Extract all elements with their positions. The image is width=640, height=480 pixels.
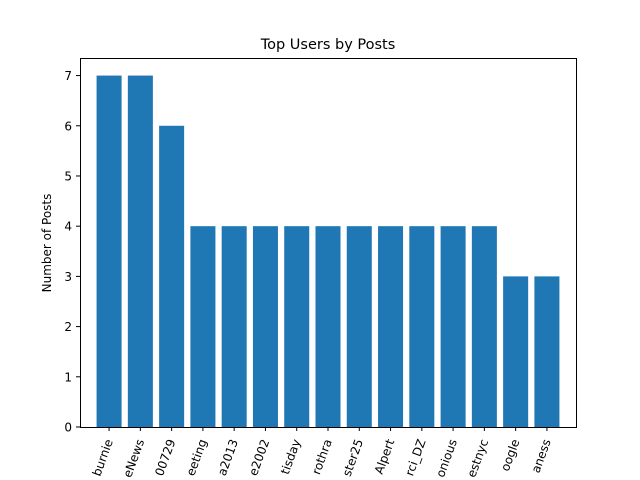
bar-onious (440, 226, 466, 427)
y-tick-label: 7 (64, 69, 72, 83)
bar-a2013 (221, 226, 247, 427)
bar-tisday (284, 226, 310, 427)
x-axis: burnie eNews 00729 eeting a2013 e2002 tisday ro… (90, 427, 554, 479)
x-tick-label: burnie (90, 437, 116, 478)
x-tick-label: tisday (278, 437, 304, 476)
bar-Alpert (378, 226, 404, 427)
x-tick-label: estnyc (464, 437, 491, 479)
bars-group (96, 75, 560, 427)
bar-eeting (190, 226, 216, 427)
x-tick-label: rci_DZ (402, 437, 428, 478)
y-tick-label: 3 (64, 270, 72, 284)
y-tick-label: 4 (64, 220, 72, 234)
bar-e2002 (252, 226, 278, 427)
x-tick-label: aness (529, 437, 554, 475)
x-tick-label: Alpert (372, 437, 398, 476)
bar-rci_DZ (409, 226, 435, 427)
bar-00729 (159, 125, 185, 427)
x-tick-label: eeting (184, 437, 210, 478)
x-tick-label: rothra (309, 437, 335, 476)
x-tick-label: a2013 (215, 437, 241, 477)
y-tick-label: 6 (64, 119, 72, 133)
bar-ster25 (346, 226, 372, 427)
x-tick-label: 00729 (152, 437, 178, 478)
y-axis: 0 1 2 3 4 5 6 7 (64, 69, 80, 435)
y-axis-label: Number of Posts (40, 194, 54, 293)
bar-estnyc (471, 226, 497, 427)
bar-rothra (315, 226, 341, 427)
x-tick-label: eNews (120, 437, 147, 479)
y-tick-label: 0 (64, 421, 72, 435)
bar-oogle (503, 276, 529, 427)
y-tick-label: 2 (64, 320, 72, 334)
bar-eNews (127, 75, 153, 427)
bar-burnie (96, 75, 122, 427)
y-tick-label: 1 (64, 370, 72, 384)
x-tick-label: ster25 (340, 437, 366, 478)
x-tick-label: onious (433, 437, 460, 479)
x-tick-label: oogle (498, 437, 522, 473)
y-tick-label: 5 (64, 169, 72, 183)
chart-title: Top Users by Posts (260, 37, 396, 53)
bar-aness (534, 276, 560, 427)
x-tick-label: e2002 (246, 437, 272, 477)
plot-frame (80, 58, 577, 428)
